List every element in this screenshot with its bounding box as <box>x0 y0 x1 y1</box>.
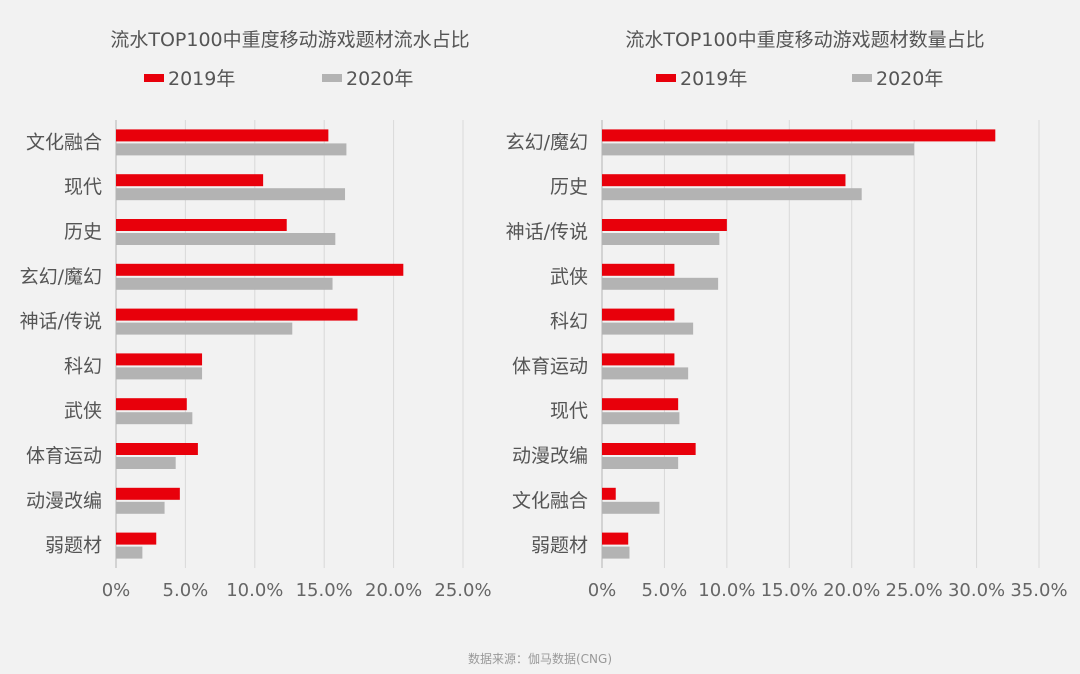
source-note: 数据来源：伽马数据(CNG) <box>467 652 613 666</box>
bar-2019 <box>116 263 404 276</box>
x-tick-label: 0% <box>588 580 617 601</box>
x-tick-label: 35.0% <box>1010 580 1067 601</box>
x-tick-label: 20.0% <box>823 580 880 601</box>
chart-2: 流水TOP100中重度移动游戏题材数量占比 2019年 2020年 0% 5.0% 10.… <box>506 29 1068 601</box>
legend-label: 2019年 <box>680 68 747 90</box>
bar-2019 <box>602 219 727 231</box>
category-label: 文化融合 <box>26 131 102 153</box>
bar-2019 <box>602 308 675 321</box>
x-tick-label: 10.0% <box>226 580 283 601</box>
bar-2019 <box>116 353 203 366</box>
category-label: 动漫改编 <box>26 490 102 512</box>
x-tick-label: 20.0% <box>365 580 422 601</box>
category-label: 文化融合 <box>512 490 588 512</box>
category-label: 玄幻/魔幻 <box>506 131 588 153</box>
bar-2019 <box>116 174 264 187</box>
chart-title: 流水TOP100中重度移动游戏题材数量占比 <box>625 29 984 51</box>
category-label: 体育运动 <box>512 355 588 377</box>
legend-label: 2019年 <box>168 68 235 90</box>
bar-2019 <box>602 487 616 500</box>
bar-2020 <box>116 546 143 559</box>
bar-2020 <box>116 457 176 469</box>
x-tick-label: 15.0% <box>761 580 818 601</box>
bar-2020 <box>602 501 660 514</box>
category-label: 历史 <box>550 176 588 198</box>
bar-2020 <box>602 367 689 380</box>
bar-2020 <box>116 412 193 425</box>
bar-2019 <box>116 443 198 455</box>
category-label: 科幻 <box>64 355 102 377</box>
x-tick-label: 0% <box>102 580 131 601</box>
category-label: 弱题材 <box>45 535 102 557</box>
legend-label: 2020年 <box>346 68 413 90</box>
legend-label: 2020年 <box>876 68 943 90</box>
x-tick-label: 25.0% <box>434 580 491 601</box>
bar-2020 <box>602 188 862 201</box>
bar-2020 <box>602 233 720 245</box>
category-label: 神话/传说 <box>20 311 102 333</box>
bar-2020 <box>602 277 719 290</box>
bar-2020 <box>602 322 694 335</box>
bar-2019 <box>602 443 696 455</box>
legend-swatch-2020年 <box>322 74 342 82</box>
x-tick-label: 25.0% <box>886 580 943 601</box>
bar-2019 <box>116 398 187 411</box>
category-label: 弱题材 <box>531 535 588 557</box>
category-label: 神话/传说 <box>506 221 588 243</box>
legend-swatch-2020年 <box>852 74 872 82</box>
bar-2019 <box>602 174 846 187</box>
bar-2020 <box>116 233 336 245</box>
bar-2019 <box>602 398 679 411</box>
chart-1: 流水TOP100中重度移动游戏题材流水占比 2019年 2020年 0% 5.0% 10.… <box>20 29 492 601</box>
bar-2019 <box>602 353 675 366</box>
bar-2019 <box>602 532 629 545</box>
category-label: 历史 <box>64 221 102 243</box>
category-label: 现代 <box>550 400 588 422</box>
bar-2019 <box>602 263 675 276</box>
x-tick-label: 30.0% <box>948 580 1005 601</box>
bar-2020 <box>602 412 680 425</box>
category-label: 武侠 <box>550 266 588 288</box>
bar-2020 <box>602 457 679 469</box>
bar-2019 <box>116 487 180 500</box>
category-label: 体育运动 <box>26 445 102 467</box>
x-tick-label: 15.0% <box>296 580 353 601</box>
x-tick-label: 5.0% <box>163 580 209 601</box>
bar-2020 <box>116 143 347 156</box>
bar-2020 <box>602 143 915 156</box>
category-label: 动漫改编 <box>512 445 588 467</box>
bar-2019 <box>116 532 157 545</box>
bar-2019 <box>116 219 287 231</box>
bar-2020 <box>116 277 333 290</box>
bar-2020 <box>602 546 630 559</box>
bar-2020 <box>116 322 293 335</box>
bar-2020 <box>116 188 346 201</box>
category-label: 科幻 <box>550 311 588 333</box>
bar-2020 <box>116 367 203 380</box>
x-tick-label: 10.0% <box>698 580 755 601</box>
legend-swatch-2019年 <box>656 74 676 82</box>
category-label: 玄幻/魔幻 <box>20 266 102 288</box>
bar-2019 <box>116 308 358 321</box>
x-tick-label: 5.0% <box>642 580 688 601</box>
legend-swatch-2019年 <box>144 74 164 82</box>
bar-2019 <box>602 129 996 142</box>
chart-title: 流水TOP100中重度移动游戏题材流水占比 <box>110 29 469 51</box>
bar-2019 <box>116 129 329 142</box>
category-label: 武侠 <box>64 400 102 422</box>
bar-2020 <box>116 501 165 514</box>
category-label: 现代 <box>64 176 102 198</box>
